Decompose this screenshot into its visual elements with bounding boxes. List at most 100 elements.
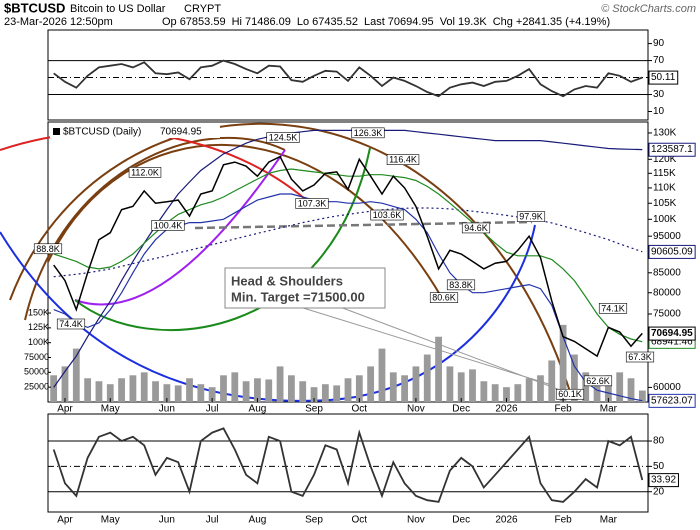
y-tick-label: 80000 bbox=[653, 287, 681, 298]
value-label-box bbox=[648, 142, 696, 157]
field-label: Vol bbox=[440, 16, 455, 28]
x-tick-label: May bbox=[101, 404, 120, 415]
y-tick-label: 100K bbox=[653, 214, 677, 225]
volume-bar bbox=[231, 372, 239, 402]
field-value: 67435.52 bbox=[312, 16, 358, 28]
volume-bar bbox=[412, 366, 420, 402]
x-tick-label: Mar bbox=[600, 404, 618, 415]
volume-bar bbox=[321, 384, 329, 402]
x-tick-label: Feb bbox=[554, 515, 572, 526]
volume-bar bbox=[491, 384, 499, 402]
value-label-box bbox=[648, 393, 696, 408]
field-value: 71486.09 bbox=[245, 16, 291, 28]
date: 23-Mar-2026 12:50pm bbox=[4, 16, 113, 28]
volume-bar bbox=[537, 375, 544, 402]
annotation-pointer bbox=[299, 306, 561, 391]
x-tick-label: May bbox=[101, 515, 120, 526]
legend-label: $BTCUSD (Daily) bbox=[63, 127, 141, 138]
volume-bar bbox=[423, 354, 431, 402]
volume-bar bbox=[220, 375, 227, 402]
arc bbox=[0, 224, 536, 402]
legend-swatch bbox=[53, 128, 60, 135]
price-label-box bbox=[446, 279, 476, 291]
x-tick-label: Oct bbox=[352, 404, 368, 415]
volume-bar bbox=[208, 387, 216, 402]
y-tick-label: 20 bbox=[653, 486, 665, 497]
volume-tick-label: 125K bbox=[28, 322, 49, 332]
volume-bar bbox=[344, 378, 352, 402]
y-tick-label: 70 bbox=[653, 55, 665, 66]
volume-bar bbox=[242, 381, 250, 402]
y-tick-label: 95000 bbox=[653, 231, 681, 242]
volume-bar bbox=[310, 387, 318, 402]
copyright: © StockCharts.com bbox=[601, 3, 696, 15]
x-tick-label: Sep bbox=[305, 404, 323, 415]
legend-value: 70694.95 bbox=[160, 127, 202, 138]
price-label-box bbox=[266, 132, 300, 143]
price-label: 74.4K bbox=[59, 319, 83, 329]
x-tick-label: Oct bbox=[352, 515, 368, 526]
value-label-box bbox=[648, 473, 679, 488]
overlay-line bbox=[53, 168, 643, 343]
arc bbox=[24, 136, 286, 321]
x-tick-label: Aug bbox=[249, 515, 267, 526]
field-label: Last bbox=[364, 16, 385, 28]
value-label: 123587.1 bbox=[651, 144, 693, 155]
price-line bbox=[53, 155, 643, 358]
volume-bar bbox=[72, 348, 80, 402]
x-tick-label: Mar bbox=[600, 515, 618, 526]
y-tick-label: 50 bbox=[653, 461, 665, 472]
x-tick-label: Apr bbox=[57, 515, 73, 526]
symbol: $BTCUSD bbox=[4, 0, 65, 15]
volume-bar bbox=[355, 375, 363, 402]
volume-bar bbox=[276, 366, 284, 402]
x-tick-label: 2026 bbox=[495, 515, 518, 526]
legend-box bbox=[50, 126, 220, 138]
indicator-line bbox=[52, 427, 644, 503]
price-label-box bbox=[56, 318, 86, 330]
price-label: 100.4K bbox=[154, 220, 183, 230]
price-label-box bbox=[516, 211, 546, 222]
x-tick-label: Dec bbox=[452, 404, 470, 415]
price-label-box bbox=[625, 351, 655, 363]
value-label: 68941.46 bbox=[651, 336, 693, 347]
field-value: 67853.59 bbox=[180, 16, 226, 28]
price-label-box bbox=[583, 375, 613, 387]
price-label: 83.8K bbox=[449, 280, 473, 290]
y-tick-label: 85000 bbox=[653, 267, 681, 278]
price-label-box bbox=[555, 388, 585, 400]
price-label-box bbox=[386, 154, 420, 165]
y-tick-label: 90 bbox=[653, 38, 665, 49]
y-tick-label: 30 bbox=[653, 89, 665, 100]
volume-bar bbox=[627, 378, 635, 402]
volume-bar bbox=[514, 384, 522, 402]
price-label: 126.3K bbox=[354, 128, 383, 138]
price-label-box bbox=[295, 198, 329, 209]
x-tick-label: Nov bbox=[407, 515, 425, 526]
volume-bar bbox=[140, 372, 148, 402]
value-label-box bbox=[648, 70, 679, 85]
field-label: Lo bbox=[297, 16, 309, 28]
volume-bar bbox=[174, 385, 182, 402]
indicator-line bbox=[53, 59, 643, 98]
volume-bar bbox=[571, 354, 578, 402]
volume-bar bbox=[84, 378, 92, 402]
field-value: +2841.35 (+4.19%) bbox=[516, 16, 610, 28]
volume-bar bbox=[604, 375, 612, 402]
price-label-box bbox=[598, 303, 628, 314]
price-label-box bbox=[151, 220, 185, 231]
arc bbox=[47, 143, 443, 299]
x-tick-label: 2026 bbox=[495, 404, 518, 415]
volume-bar bbox=[525, 378, 533, 402]
price-label-box bbox=[351, 127, 385, 139]
x-tick-label: Dec bbox=[452, 515, 470, 526]
x-tick-label: Jul bbox=[206, 515, 219, 526]
volume-bar bbox=[152, 381, 159, 402]
value-label: 70694.95 bbox=[651, 328, 693, 339]
overlay-line bbox=[53, 129, 643, 388]
value-label: 57623.07 bbox=[651, 395, 693, 406]
volume-bar bbox=[401, 375, 408, 402]
field-value: 19.3K bbox=[458, 16, 487, 28]
volume-bar bbox=[367, 366, 375, 402]
